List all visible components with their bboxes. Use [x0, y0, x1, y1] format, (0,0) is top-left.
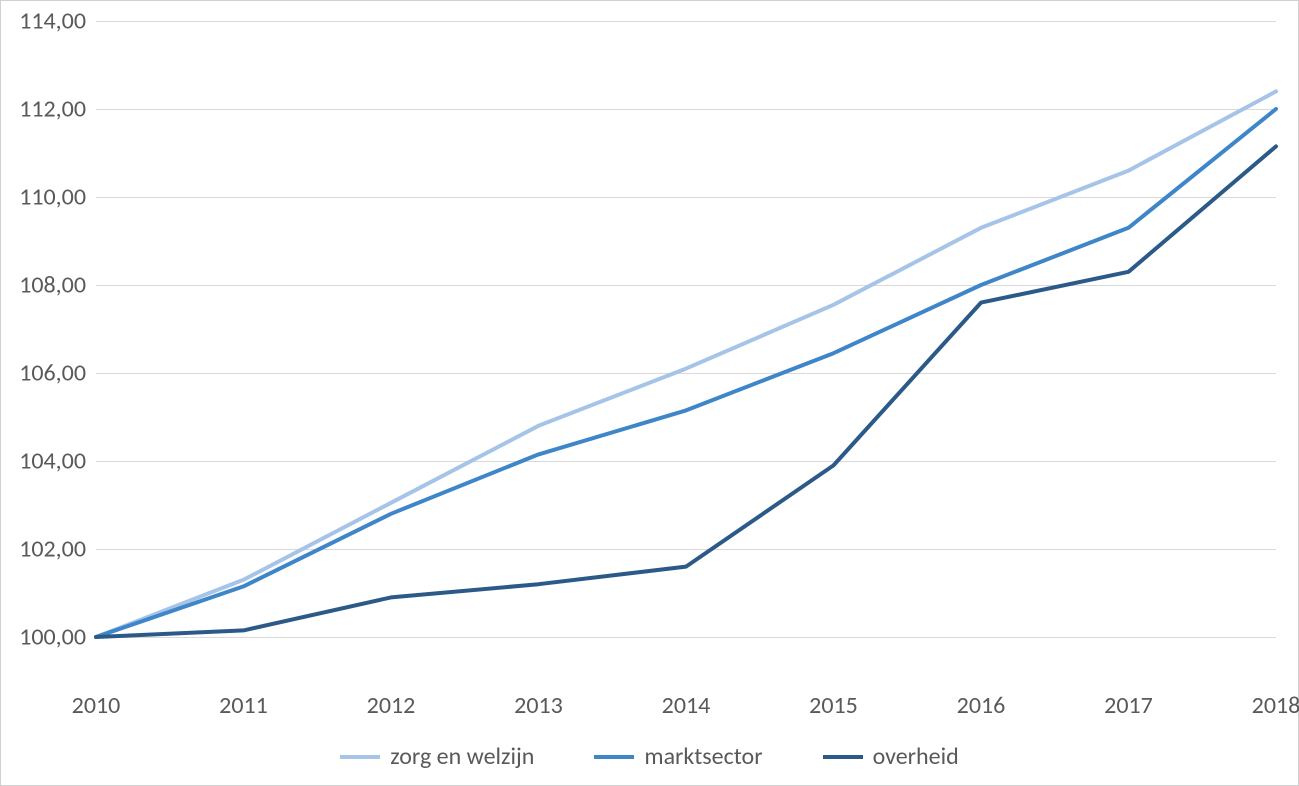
x-tick-label: 2010 [72, 691, 121, 720]
legend-swatch [340, 755, 380, 759]
legend: zorg en welzijn marktsector overheid [1, 742, 1298, 771]
legend-label: zorg en welzijn [390, 742, 534, 771]
y-tick-label: 100,00 [19, 623, 86, 652]
x-tick-label: 2011 [219, 691, 268, 720]
y-tick-label: 112,00 [19, 95, 86, 124]
y-tick-label: 108,00 [19, 271, 86, 300]
x-tick-label: 2013 [514, 691, 563, 720]
x-tick-label: 2012 [367, 691, 416, 720]
y-tick-label: 110,00 [19, 183, 86, 212]
legend-swatch [594, 755, 634, 759]
y-tick-label: 104,00 [19, 447, 86, 476]
x-tick-label: 2015 [809, 691, 858, 720]
chart-container: 100,00 102,00 104,00 106,00 108,00 110,00 112,… [0, 0, 1299, 786]
plot-area: 100,00102,00104,00106,00108,00110,00112,… [96, 21, 1276, 681]
y-tick-label: 106,00 [19, 359, 86, 388]
legend-label: marktsector [644, 742, 762, 771]
legend-swatch [823, 755, 863, 759]
y-tick-label: 102,00 [19, 535, 86, 564]
x-tick-label: 2016 [957, 691, 1006, 720]
legend-item: marktsector [594, 742, 762, 771]
legend-item: overheid [823, 742, 959, 771]
legend-label: overheid [873, 742, 959, 771]
x-tick-label: 2014 [662, 691, 711, 720]
series-line-0 [96, 91, 1276, 637]
chart-lines [96, 21, 1276, 681]
series-line-1 [96, 109, 1276, 637]
legend-item: zorg en welzijn [340, 742, 534, 771]
y-tick-label: 114,00 [19, 7, 86, 36]
x-tick-label: 2018 [1252, 691, 1299, 720]
x-tick-label: 2017 [1104, 691, 1153, 720]
